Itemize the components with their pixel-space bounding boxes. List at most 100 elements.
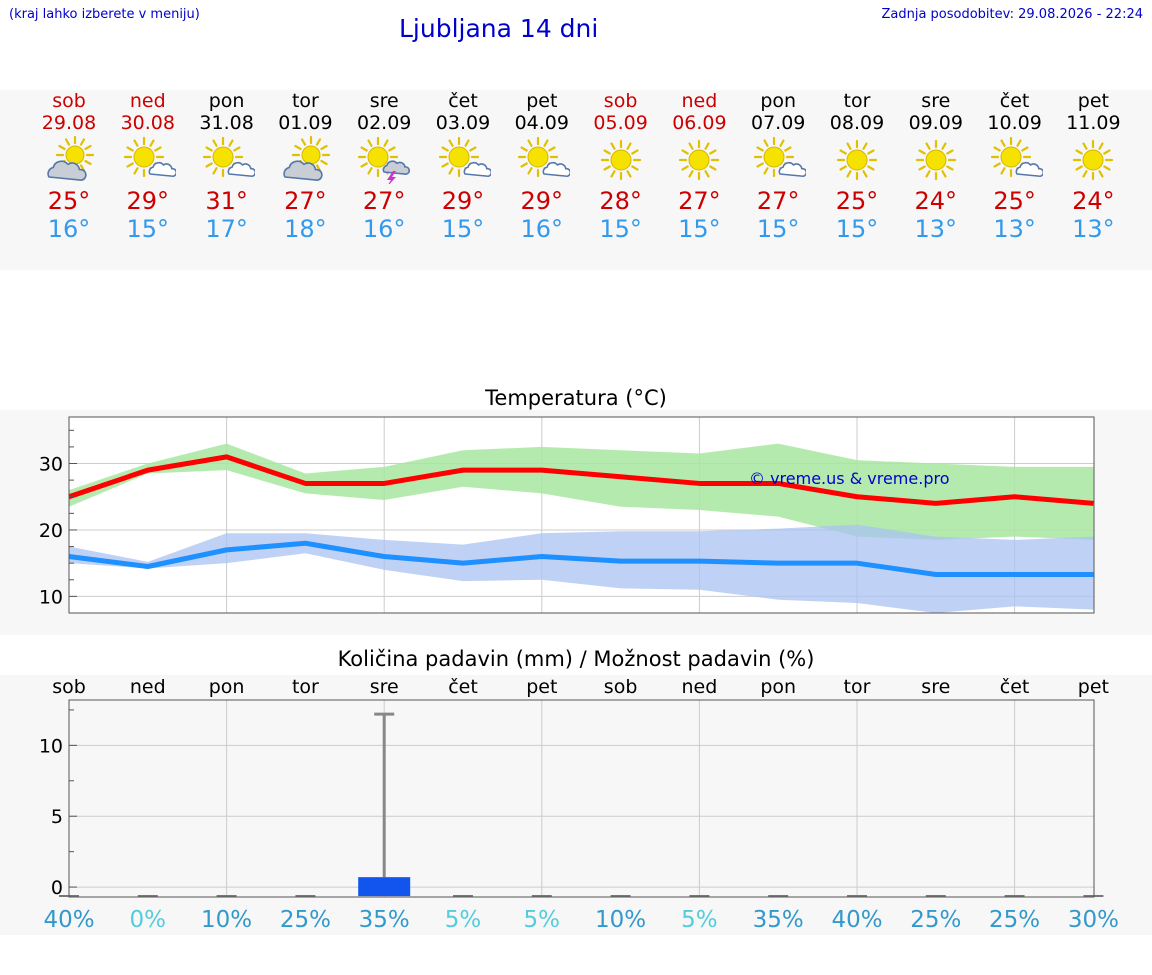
- max-temperature: 25°: [835, 187, 879, 215]
- precipitation-chance-label: 10%: [595, 907, 646, 933]
- precipitation-day-label: tor: [844, 676, 871, 698]
- precipitation-chance-label: 10%: [201, 907, 252, 933]
- day-name: ned: [681, 90, 718, 112]
- max-temperature-band: [69, 443, 1094, 540]
- forecast-band: [0, 90, 1152, 270]
- last-updated: Zadnja posodobitev: 29.08.2026 - 22:24: [881, 7, 1143, 22]
- precipitation-day-label: čet: [1000, 676, 1030, 698]
- precipitation-day-label: pon: [209, 676, 245, 698]
- max-temperature: 25°: [993, 187, 1036, 215]
- precipitation-day-label: pet: [1078, 676, 1109, 698]
- precipitation-chart: sob ned pon tor sre čet pet sob ned pon tor sre čet p…: [39, 676, 1119, 933]
- day-name: sob: [52, 90, 86, 112]
- day-name: pon: [208, 90, 245, 112]
- sun-cloud-icon: [202, 136, 255, 178]
- precipitation-y-tick-label: 10: [39, 735, 63, 757]
- forecast-day: ned 30.08 29° 15°: [108, 90, 188, 243]
- temperature-chart: 10 20 30 © vreme.us & vreme.pro: [39, 416, 1095, 614]
- day-name: čet: [999, 90, 1030, 112]
- max-temperature: 25°: [47, 187, 91, 215]
- sun-cloud-icon: [754, 136, 807, 178]
- precipitation-chance-label: 40%: [43, 907, 94, 933]
- max-temperature: 27°: [362, 187, 406, 215]
- min-temperature: 13°: [1072, 215, 1115, 243]
- min-temperature: 15°: [441, 215, 485, 243]
- min-temperature: 13°: [993, 215, 1036, 243]
- day-date: 04.09: [514, 112, 569, 134]
- temperature-y-tick-label: 20: [39, 520, 63, 542]
- max-temperature: 29°: [126, 187, 170, 215]
- sun-cloud-icon: [990, 136, 1043, 178]
- day-name: tor: [291, 90, 319, 112]
- forecast-day: čet 10.09 25° 13°: [975, 90, 1055, 243]
- day-name: pon: [760, 90, 797, 112]
- precipitation-day-label: sre: [921, 676, 950, 698]
- forecast-day: ned 06.09 27° 15°: [659, 90, 739, 243]
- day-date: 02.09: [356, 112, 412, 134]
- page-title: Ljubljana 14 dni: [399, 14, 599, 43]
- day-date: 07.09: [750, 112, 806, 134]
- precipitation-day-label: tor: [292, 676, 319, 698]
- precipitation-chance-label: 35%: [753, 907, 804, 933]
- day-name: ned: [129, 90, 166, 112]
- day-name: čet: [448, 90, 478, 112]
- cloud-sun-icon: [47, 136, 95, 181]
- max-temperature: 31°: [205, 187, 248, 215]
- min-temperature: 17°: [205, 215, 248, 243]
- day-date: 03.09: [435, 112, 491, 134]
- precipitation-day-label: pon: [760, 676, 796, 698]
- day-name: pet: [1077, 90, 1109, 112]
- forecast-day: pon 07.09 27° 15°: [738, 90, 818, 243]
- forecast-day: tor 01.09 27° 18°: [265, 90, 345, 243]
- sun-cloud-icon: [123, 136, 176, 178]
- min-temperature: 15°: [126, 215, 170, 243]
- sun-icon: [915, 139, 956, 181]
- day-name: sre: [921, 90, 951, 112]
- precipitation-chance-label: 25%: [280, 907, 331, 933]
- day-date: 31.08: [199, 112, 254, 134]
- precipitation-chance-label: 30%: [1068, 907, 1119, 933]
- precipitation-chance-label: 40%: [831, 907, 882, 933]
- precipitation-chance-label: 5%: [681, 907, 718, 933]
- precipitation-chance-label: 5%: [445, 907, 482, 933]
- max-temperature: 24°: [1072, 187, 1115, 215]
- temperature-plot-frame: [68, 416, 1095, 614]
- forecast-day: sre 09.09 24° 13°: [896, 90, 976, 243]
- max-temperature: 27°: [284, 187, 327, 215]
- day-date: 01.09: [278, 112, 333, 134]
- precipitation-chance-label: 25%: [989, 907, 1040, 933]
- temperature-y-tick-label: 10: [39, 586, 63, 608]
- min-temperature: 16°: [47, 215, 91, 243]
- precipitation-chance-label: 35%: [359, 907, 410, 933]
- precipitation-chance-label: 25%: [910, 907, 961, 933]
- sun-icon: [836, 139, 878, 181]
- forecast-days: sob 29.08 25° 16° ned 30.08 29° 15° pon 31.08 31° 1…: [0, 90, 1152, 270]
- min-temperature: 18°: [284, 215, 327, 243]
- min-temperature-line: [68, 540, 1094, 577]
- precipitation-band: [0, 675, 1152, 935]
- temperature-chart-title: Temperatura (°C): [485, 386, 667, 410]
- day-date: 09.09: [908, 112, 963, 134]
- day-name: sre: [369, 90, 399, 112]
- max-temperature: 27°: [756, 187, 800, 215]
- day-date: 08.09: [829, 112, 885, 134]
- min-temperature: 15°: [678, 215, 721, 243]
- precipitation-chance-label: 0%: [130, 907, 167, 933]
- precipitation-day-label: sob: [52, 676, 86, 698]
- precipitation-y-tick-label: 0: [51, 877, 63, 899]
- max-temperature: 24°: [914, 187, 958, 215]
- cloud-sun-icon: [283, 136, 331, 181]
- day-date: 29.08: [41, 112, 97, 134]
- precipitation-day-label: sob: [604, 676, 638, 698]
- min-temperature: 13°: [914, 215, 958, 243]
- min-temperature: 15°: [835, 215, 879, 243]
- forecast-day: tor 08.09 25° 15°: [817, 90, 897, 243]
- forecast-day: sob 29.08 25° 16°: [29, 90, 109, 243]
- sun-icon: [600, 139, 641, 181]
- day-name: pet: [526, 90, 558, 112]
- min-temperature: 15°: [756, 215, 800, 243]
- forecast-day: pet 11.09 24° 13°: [1053, 90, 1133, 243]
- day-date: 30.08: [120, 112, 175, 134]
- max-temperature: 27°: [678, 187, 721, 215]
- precipitation-plot-frame: [68, 699, 1095, 898]
